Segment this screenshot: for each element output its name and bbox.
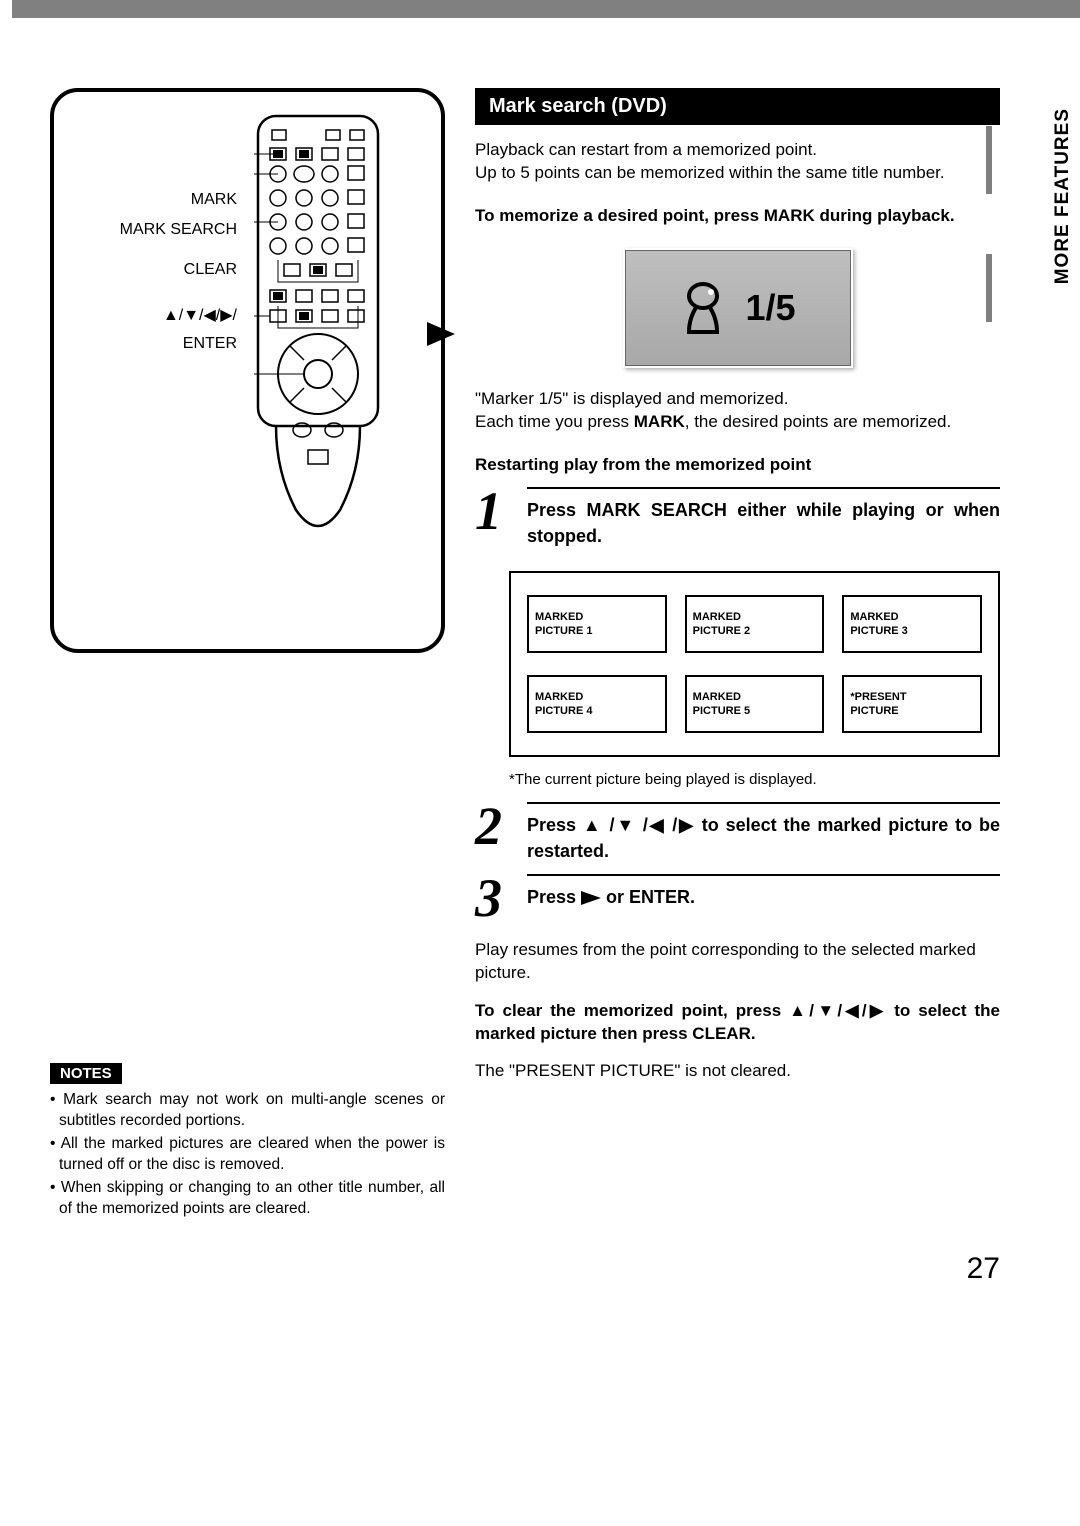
label-enter: ENTER [82,336,237,352]
clear-heading: To clear the memorized point, press ▲/▼/… [475,1000,1000,1046]
step-2: 2 Press ▲ /▼ /◀ /▶ to select the marked … [475,802,1000,864]
side-tab: MORE FEATURES [1052,108,1074,284]
intro-text: Up to 5 points can be memorized within t… [475,162,1000,185]
remote-body-icon [254,112,382,632]
marker-pin-icon [679,282,727,334]
note-item: When skipping or changing to an other ti… [50,1178,445,1220]
memorize-heading: To memorize a desired point, press MARK … [475,205,1000,228]
label-arrows: ▲/▼/◀/▶/ [82,308,237,324]
step-3: 3 Press or ENTER. [475,874,1000,923]
step-text: Press MARK SEARCH either while playing o… [527,487,1000,549]
section-title: Mark search (DVD) [475,88,1000,125]
step-text: Press ▲ /▼ /◀ /▶ to select the marked pi… [527,802,1000,864]
label-mark-search: MARK SEARCH [82,222,237,238]
marked-picture-grid: MARKEDPICTURE 1 MARKEDPICTURE 2 MARKEDPI… [509,571,1000,757]
each-time-line: Each time you press MARK, the desired po… [475,411,1000,434]
label-mark: MARK [82,192,237,208]
marked-cell: *PRESENTPICTURE [842,675,982,733]
notes-heading: NOTES [50,1063,122,1084]
step-number: 1 [475,487,527,549]
footnote: *The current picture being played is dis… [509,771,1000,788]
present-not-cleared: The "PRESENT PICTURE" is not cleared. [475,1060,1000,1083]
notes-list: Mark search may not work on multi-angle … [50,1090,445,1220]
step-number: 2 [475,802,527,864]
play-arrow-icon [427,322,457,346]
osd-display: 1/5 [623,248,853,368]
marker-line: "Marker 1/5" is displayed and memorized. [475,388,1000,411]
note-item: All the marked pictures are cleared when… [50,1134,445,1176]
remote-labels: MARK MARK SEARCH CLEAR ▲/▼/◀/▶/ ENTER [82,192,237,366]
osd-value: 1/5 [745,287,795,329]
label-clear: CLEAR [82,262,237,278]
restart-heading: Restarting play from the memorized point [475,454,1000,477]
remote-diagram: MARK MARK SEARCH CLEAR ▲/▼/◀/▶/ ENTER [50,88,445,653]
marked-cell: MARKEDPICTURE 4 [527,675,667,733]
note-item: Mark search may not work on multi-angle … [50,1090,445,1132]
resume-text: Play resumes from the point correspondin… [475,939,1000,985]
marked-cell: MARKEDPICTURE 1 [527,595,667,653]
step-1: 1 Press MARK SEARCH either while playing… [475,487,1000,549]
header-bar [12,0,1080,18]
step-text: Press or ENTER. [527,874,1000,923]
page: MORE FEATURES MARK MARK SEARCH CLEAR ▲/▼… [0,18,1080,1326]
page-number: 27 [50,1252,1000,1286]
marked-cell: MARKEDPICTURE 3 [842,595,982,653]
marked-cell: MARKEDPICTURE 5 [685,675,825,733]
intro-text: Playback can restart from a memorized po… [475,139,1000,162]
marked-cell: MARKEDPICTURE 2 [685,595,825,653]
step-number: 3 [475,874,527,923]
